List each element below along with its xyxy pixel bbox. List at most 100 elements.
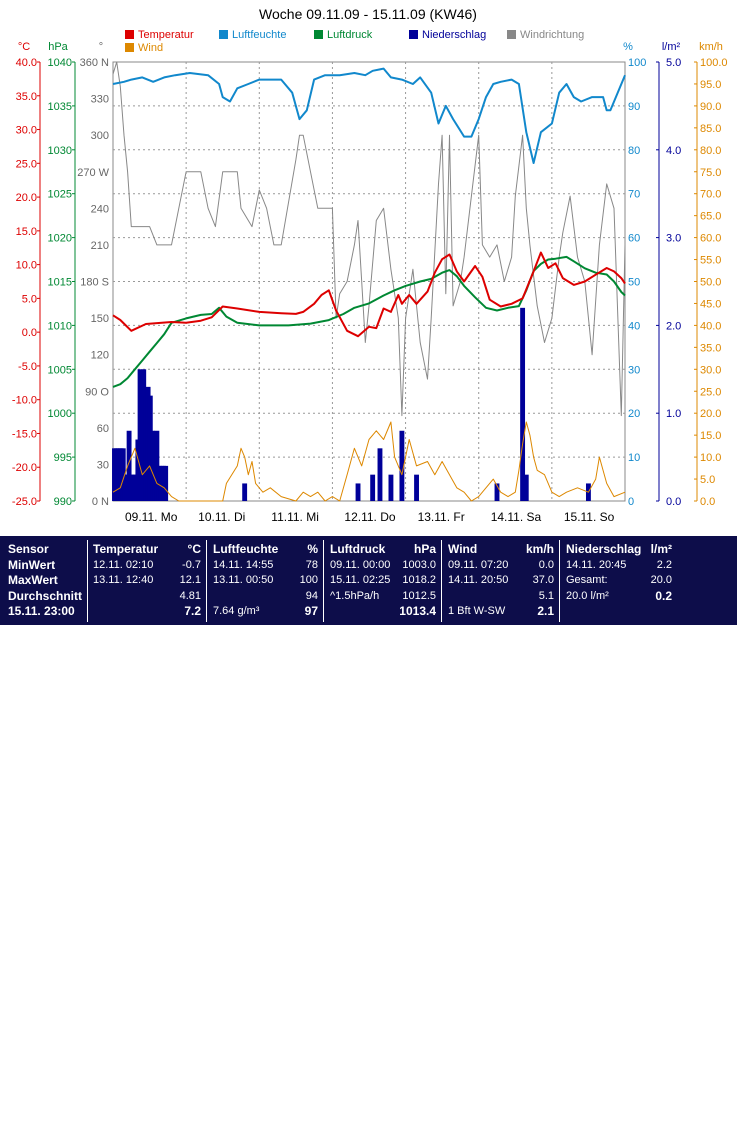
stats-humidity-min: 78 (305, 558, 318, 571)
temperature-line (112, 251, 626, 338)
temperature-tick-label: -20.0 (12, 462, 37, 474)
stats-pressure-max: 1018.2 (402, 574, 436, 586)
temperature-tick-label: 0.0 (22, 327, 37, 339)
humidity-unit: % (623, 41, 633, 53)
legend-item: Luftdruck (327, 29, 373, 41)
stats-rain-header: Niederschlag (566, 542, 642, 556)
rain-bar (355, 483, 361, 501)
wind-tick-label: 90.0 (700, 101, 721, 113)
direction-tick-label: 90 O (85, 386, 109, 398)
wind-tick-label: 80.0 (700, 145, 721, 157)
direction-tick-label: 0 N (92, 496, 109, 508)
stats-wind-max: 37.0 (532, 574, 554, 586)
legend-item: Temperatur (138, 29, 194, 41)
x-tick-label: 12.11. Do (344, 510, 395, 524)
pressure-tick-label: 995 (54, 452, 72, 464)
temperature-tick-label: 35.0 (16, 91, 37, 103)
wind-tick-label: 55.0 (700, 255, 721, 267)
stats-rain-max-time: 14.11. 20:45 (566, 558, 627, 571)
x-tick-label: 14.11. Sa (491, 510, 542, 524)
stats-temperature-col: Temperatur °C 12.11. 02:10 -0.7 13.11. 12:… (93, 542, 201, 620)
x-tick-label: 10.11. Di (198, 510, 245, 524)
rain-unit: l/m² (662, 41, 681, 53)
stats-temperature-min-time: 12.11. 02:10 (93, 558, 154, 571)
stats-humidity-min-time: 14.11. 14:55 (213, 558, 274, 571)
stats-humidity-header: Luftfeuchte (213, 542, 279, 556)
stats-wind-extra: 1 Bft W-SW (448, 605, 506, 617)
stats-pressure-min: 1003.0 (402, 558, 436, 571)
stats-pressure-header: Luftdruck (330, 542, 386, 556)
direction-tick-label: 60 (97, 423, 109, 435)
stats-sensor-col: Sensor MinWert MaxWert Durchschnitt 15.1… (8, 542, 84, 620)
humidity-tick-label: 20 (628, 408, 640, 420)
temperature-tick-label: 25.0 (16, 158, 37, 170)
wind-tick-label: 100.0 (700, 57, 728, 69)
x-axis: 09.11. Mo 10.11. Di 11.11. Mi 12.11. Do 13.1… (125, 510, 615, 524)
direction-tick-label: 150 (91, 313, 109, 325)
rain-bar (370, 474, 376, 501)
stats-wind-header: Wind (448, 542, 478, 556)
stats-humidity-extra: 7.64 g/m³ (213, 605, 260, 617)
wind-tick-label: 15.0 (700, 430, 721, 442)
pressure-tick-label: 1015 (48, 277, 72, 289)
wind-tick-label: 30.0 (700, 364, 721, 376)
wind-unit: km/h (699, 41, 723, 53)
humidity-tick-label: 90 (628, 101, 640, 113)
chart-title: Woche 09.11.09 - 15.11.09 (KW46) (259, 6, 477, 22)
rain-tick-label: 5.0 (666, 57, 681, 69)
stats-wind-col: Wind km/h 09.11. 07:20 0.0 14.11. 20:50 37.… (448, 542, 554, 620)
stats-table: Sensor MinWert MaxWert Durchschnitt 15.1… (0, 536, 737, 1131)
stats-avg-label: Durchschnitt (8, 588, 83, 603)
temperature-tick-label: -15.0 (12, 428, 37, 440)
x-tick-label: 15.11. So (564, 510, 615, 524)
wind-tick-label: 5.0 (700, 474, 715, 486)
rain-bar (494, 483, 500, 501)
temperature-tick-label: 30.0 (16, 125, 37, 137)
grid (112, 61, 626, 502)
direction-tick-label: 330 (91, 94, 109, 106)
temperature-tick-label: -10.0 (12, 395, 37, 407)
direction-tick-label: 180 S (80, 277, 109, 289)
stats-wind-min: 0.0 (538, 558, 554, 571)
stats-temperature-unit: °C (187, 542, 201, 556)
rain-tick-label: 2.0 (666, 320, 681, 332)
temperature-unit: °C (18, 41, 30, 53)
rain-bars (112, 307, 591, 501)
stats-wind-min-time: 09.11. 07:20 (448, 558, 509, 571)
stats-temperature-max-time: 13.11. 12:40 (93, 574, 154, 586)
rain-bar (520, 307, 526, 501)
stats-rain-max: 2.2 (656, 558, 672, 571)
series-lines (112, 61, 626, 502)
pressure-tick-label: 1020 (48, 233, 72, 245)
stats-wind-current: 2.1 (537, 604, 554, 618)
humidity-tick-label: 10 (628, 452, 640, 464)
pressure-unit: hPa (48, 41, 68, 53)
wind-tick-label: 40.0 (700, 320, 721, 332)
rain-bar (377, 448, 383, 501)
wind-tick-label: 0.0 (700, 496, 715, 508)
legend-item: Niederschlag (422, 29, 486, 41)
humidity-tick-label: 0 (628, 496, 634, 508)
rain-tick-label: 1.0 (666, 408, 681, 420)
rain-tick-label: 0.0 (666, 496, 681, 508)
pressure-tick-label: 1025 (48, 189, 72, 201)
wind-line (112, 421, 626, 502)
stats-pressure-max-time: 15.11. 02:25 (330, 574, 391, 586)
temperature-tick-label: 10.0 (16, 260, 37, 272)
humidity-tick-label: 50 (628, 277, 640, 289)
legend-swatch (125, 30, 134, 39)
direction-unit: ° (99, 41, 103, 53)
stats-humidity-col: Luftfeuchte% 14.11. 14:55 78 13.11. 00:50… (213, 542, 318, 620)
pressure-tick-label: 990 (54, 496, 72, 508)
humidity-tick-label: 60 (628, 233, 640, 245)
temperature-tick-label: 5.0 (22, 293, 37, 305)
stats-rain-col: Niederschlag l/m² 14.11. 20:45 2.2 Gesamt:… (566, 542, 672, 604)
stats-humidity-max-time: 13.11. 00:50 (213, 574, 274, 586)
humidity-tick-label: 30 (628, 364, 640, 376)
stats-temperature-avg: 4.81 (179, 589, 201, 602)
wind-tick-label: 65.0 (700, 211, 721, 223)
rain-bar (388, 474, 394, 501)
pressure-tick-label: 1010 (48, 320, 72, 332)
pressure-tick-label: 1030 (48, 145, 72, 157)
stats-rain-extra: 20.0 l/m² (566, 589, 609, 602)
